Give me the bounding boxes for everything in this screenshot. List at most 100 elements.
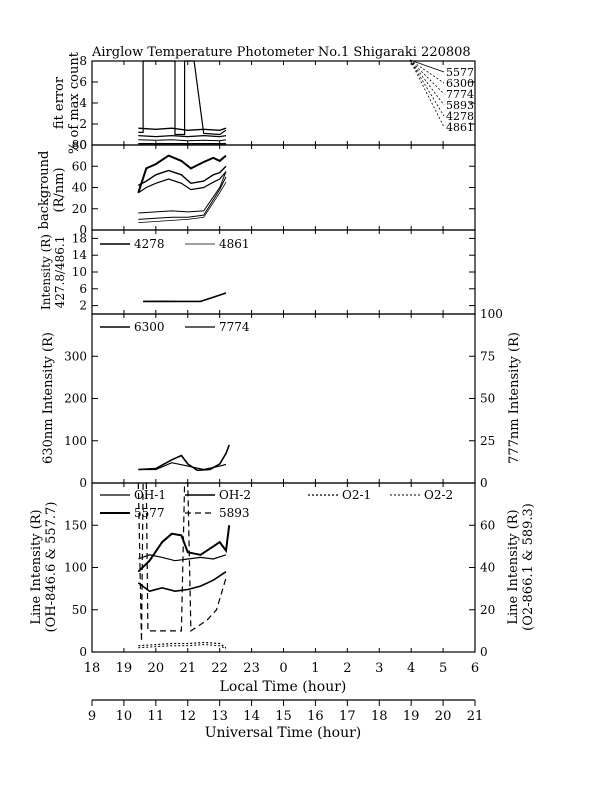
legend-label-4861: 4861 bbox=[446, 121, 474, 134]
y-tick-label: 18 bbox=[72, 231, 87, 245]
y-tick-label: 2 bbox=[79, 299, 87, 313]
y2-tick-label: 60 bbox=[480, 518, 495, 532]
red-intensity-ylabel-right: 777nm Intensity (R) bbox=[507, 332, 522, 464]
local-time-tick-label: 2 bbox=[343, 661, 351, 676]
figure-title: Airglow Temperature Photometer No.1 Shig… bbox=[91, 45, 471, 60]
legend-leader-5893 bbox=[409, 59, 445, 106]
y2-tick-label: 75 bbox=[480, 349, 495, 363]
series-line-4861 bbox=[143, 292, 227, 302]
series-line-o2-2 bbox=[138, 644, 227, 650]
local-time-tick-label: 6 bbox=[471, 661, 479, 676]
red-intensity-ylabel-left: 630nm Intensity (R) bbox=[41, 332, 56, 464]
series-line-5577 bbox=[137, 154, 227, 194]
local-time-tick-label: 18 bbox=[84, 661, 101, 676]
series-line-7774 bbox=[138, 462, 227, 471]
y-axis-ticks: 0246802040608026101418010020030002550751… bbox=[64, 54, 503, 659]
universal-time-tick-label: 19 bbox=[403, 709, 420, 724]
legend-label-oh-1: OH-1 bbox=[134, 488, 166, 502]
background-panel bbox=[91, 144, 476, 231]
fit-error-panel bbox=[91, 60, 476, 146]
y2-tick-label: 50 bbox=[480, 392, 495, 406]
y-tick-label: 150 bbox=[64, 518, 87, 532]
local-time-tick-label: 23 bbox=[243, 661, 260, 676]
universal-time-tick-label: 20 bbox=[435, 709, 452, 724]
legend-label-5893: 5893 bbox=[219, 506, 250, 520]
background-ylabel-line2: (R/nm) bbox=[52, 167, 67, 212]
line-intensity-ylabel-left-1: Line Intensity (R) bbox=[29, 509, 44, 624]
universal-time-tick-label: 17 bbox=[339, 709, 356, 724]
series-line-7774 bbox=[137, 171, 227, 194]
line-intensity-ylabel-right-1: Line Intensity (R) bbox=[506, 509, 521, 624]
blue-intensity-ylabel-line2: 427.8/486.1 bbox=[53, 236, 67, 309]
legend-label-6300: 6300 bbox=[446, 77, 474, 90]
local-time-tick-label: 4 bbox=[407, 661, 415, 676]
universal-time-tick-label: 10 bbox=[116, 709, 133, 724]
y2-tick-label: 0 bbox=[480, 645, 488, 659]
local-time-tick-label: 20 bbox=[148, 661, 165, 676]
universal-time-axis-label: Universal Time (hour) bbox=[205, 725, 362, 741]
series-line-5577 bbox=[138, 60, 227, 136]
legend-label-o2-2: O2-2 bbox=[424, 488, 453, 502]
series-line-o2-1 bbox=[138, 641, 227, 649]
series-line-5577 bbox=[137, 525, 231, 573]
universal-time-tick-label: 16 bbox=[307, 709, 324, 724]
y2-tick-label: 100 bbox=[480, 307, 503, 321]
y-tick-label: 10 bbox=[72, 265, 87, 279]
legend-label-oh-2: OH-2 bbox=[219, 488, 251, 502]
universal-time-tick-label: 15 bbox=[275, 709, 292, 724]
local-time-tick-label: 3 bbox=[375, 661, 383, 676]
y2-tick-label: 25 bbox=[480, 434, 495, 448]
legend-label-7774: 7774 bbox=[219, 320, 250, 334]
y-tick-label: 100 bbox=[64, 561, 87, 575]
local-time-axis: 18 19 20 21 22 23 0 1 2 3 4 5 6 bbox=[84, 661, 479, 676]
y-tick-label: 0 bbox=[79, 223, 87, 237]
line-intensity-ylabel-left-2: (OH-846.6 & 557.7) bbox=[44, 502, 59, 633]
legend-label-4861: 4861 bbox=[219, 237, 250, 251]
local-time-tick-label: 19 bbox=[116, 661, 133, 676]
series-line-4278 bbox=[138, 176, 227, 220]
universal-time-tick-label: 14 bbox=[243, 709, 260, 724]
y-tick-label: 0 bbox=[79, 645, 87, 659]
y-tick-label: 100 bbox=[64, 434, 87, 448]
y-tick-label: 6 bbox=[79, 75, 87, 89]
y-tick-label: 2 bbox=[79, 117, 87, 131]
y-tick-label: 60 bbox=[72, 159, 87, 173]
red-intensity-panel bbox=[91, 313, 476, 484]
fit-error-ylabel-line2: % of max count bbox=[67, 51, 82, 154]
universal-time-axis: 9 10 11 12 13 14 15 16 17 18 19 20 21 bbox=[88, 700, 483, 724]
legend-label-o2-1: O2-1 bbox=[342, 488, 371, 502]
y-tick-label: 80 bbox=[72, 138, 87, 152]
legend-label-7774: 7774 bbox=[446, 88, 474, 101]
fit-error-ylabel-line1: fit error bbox=[52, 76, 67, 129]
universal-time-tick-label: 18 bbox=[371, 709, 388, 724]
legend-label-5893: 5893 bbox=[446, 99, 474, 112]
y-tick-label: 4 bbox=[79, 96, 87, 110]
y-tick-label: 200 bbox=[64, 392, 87, 406]
y2-tick-label: 40 bbox=[480, 561, 495, 575]
y2-tick-label: 20 bbox=[480, 603, 495, 617]
series-line-5893 bbox=[138, 139, 227, 142]
legend-label-5577: 5577 bbox=[446, 66, 474, 79]
y-tick-label: 0 bbox=[79, 138, 87, 152]
series-line-oh-1 bbox=[138, 554, 227, 562]
legend-leader-6300 bbox=[409, 59, 445, 84]
universal-time-tick-label: 11 bbox=[148, 709, 165, 724]
y2-tick-label: 0 bbox=[480, 476, 488, 490]
local-time-axis-label: Local Time (hour) bbox=[220, 679, 347, 695]
local-time-tick-label: 22 bbox=[211, 661, 228, 676]
y-tick-label: 8 bbox=[79, 54, 87, 68]
y-tick-label: 50 bbox=[72, 603, 87, 617]
local-time-tick-label: 0 bbox=[279, 661, 287, 676]
blue-intensity-ylabel-line1: Intensity (R) bbox=[39, 234, 53, 310]
legend-leader-5577 bbox=[409, 59, 445, 73]
series-line-6300 bbox=[138, 127, 227, 132]
local-time-tick-label: 21 bbox=[179, 661, 196, 676]
background-ylabel-line1: background bbox=[37, 151, 52, 230]
y-tick-label: 300 bbox=[64, 349, 87, 363]
legend-label-6300: 6300 bbox=[134, 320, 165, 334]
y-tick-label: 0 bbox=[79, 476, 87, 490]
universal-time-tick-label: 12 bbox=[179, 709, 196, 724]
series-line-6300 bbox=[137, 165, 227, 187]
